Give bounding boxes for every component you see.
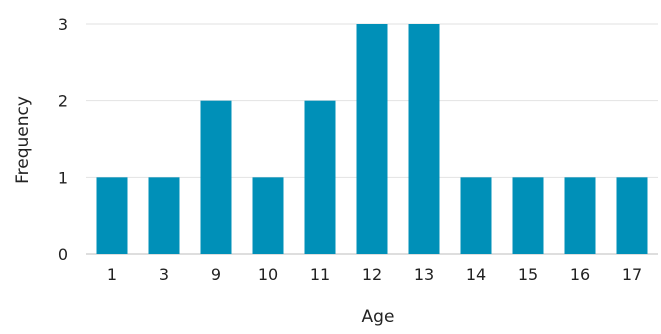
x-tick-label: 14 bbox=[466, 265, 486, 284]
bars bbox=[96, 24, 648, 255]
bar-11 bbox=[304, 100, 336, 255]
bar-17 bbox=[616, 177, 648, 254]
y-axis-label: Frequency bbox=[13, 96, 33, 184]
bar-16 bbox=[564, 177, 596, 254]
x-tick-label: 17 bbox=[622, 265, 642, 284]
bar-9 bbox=[200, 100, 232, 255]
y-tick-label: 1 bbox=[58, 168, 68, 187]
x-tick-label: 3 bbox=[159, 265, 169, 284]
bar-15 bbox=[512, 177, 544, 254]
y-axis-ticks: 0 1 2 3 bbox=[58, 15, 68, 264]
x-tick-label: 11 bbox=[310, 265, 330, 284]
x-tick-label: 9 bbox=[211, 265, 221, 284]
x-tick-label: 10 bbox=[258, 265, 278, 284]
x-tick-label: 13 bbox=[414, 265, 434, 284]
bar-12 bbox=[356, 24, 388, 254]
bar-10 bbox=[252, 177, 284, 254]
bar-1 bbox=[96, 177, 128, 254]
bar-13 bbox=[408, 24, 440, 254]
bar-3 bbox=[148, 177, 180, 254]
y-tick-label: 0 bbox=[58, 245, 68, 264]
y-tick-label: 3 bbox=[58, 15, 68, 34]
bar-14 bbox=[460, 177, 492, 254]
x-tick-label: 15 bbox=[518, 265, 538, 284]
x-axis-label: Age bbox=[362, 307, 395, 327]
x-tick-label: 12 bbox=[362, 265, 382, 284]
x-axis-ticks: 1 3 9 10 11 12 13 14 15 16 17 bbox=[107, 265, 642, 284]
x-tick-label: 16 bbox=[570, 265, 590, 284]
y-tick-label: 2 bbox=[58, 92, 68, 111]
x-tick-label: 1 bbox=[107, 265, 117, 284]
